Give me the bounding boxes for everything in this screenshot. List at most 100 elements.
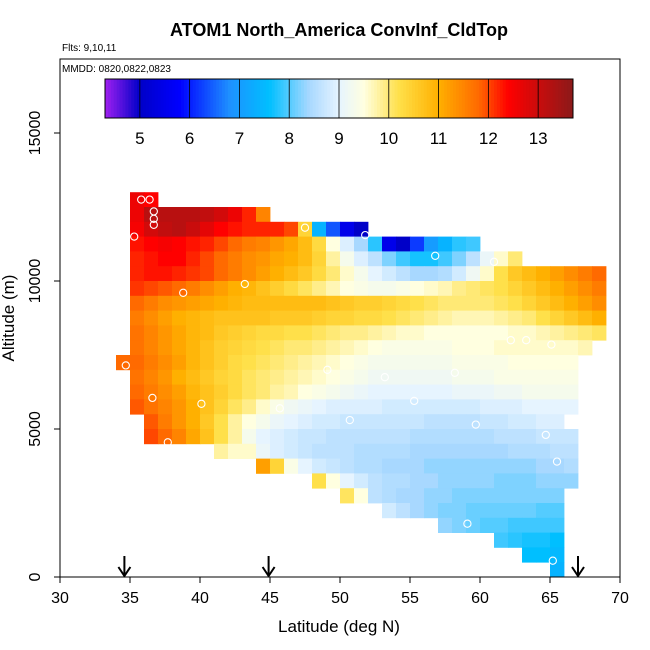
- colorbar-swatch: [277, 79, 281, 118]
- heatmap-cell: [354, 340, 369, 356]
- colorbar-swatch: [485, 79, 489, 118]
- heatmap-cell: [172, 384, 187, 400]
- heatmap-cell: [480, 340, 495, 356]
- heatmap-cell: [452, 310, 467, 326]
- colorbar-swatch: [216, 79, 220, 118]
- heatmap-cell: [186, 236, 201, 252]
- heatmap-cell: [130, 340, 145, 356]
- colorbar-swatch: [537, 79, 542, 118]
- heatmap-cell: [368, 340, 383, 356]
- x-tick-label: 30: [51, 590, 69, 607]
- heatmap-cell: [326, 251, 341, 267]
- heatmap-cell: [410, 414, 425, 430]
- heatmap-cell: [256, 458, 271, 474]
- heatmap-cell: [312, 429, 327, 445]
- colorbar-swatch: [499, 79, 504, 118]
- heatmap-cell: [508, 295, 523, 311]
- heatmap-cell: [340, 458, 355, 474]
- colorbar-swatch: [330, 79, 334, 118]
- heatmap-cell: [438, 355, 453, 371]
- heatmap-cell: [270, 221, 285, 237]
- colorbar-tick-label: 7: [235, 129, 244, 148]
- colorbar-swatch: [374, 79, 378, 118]
- colorbar-swatch: [403, 79, 407, 118]
- colorbar-swatch: [134, 79, 138, 118]
- heatmap-cell: [396, 236, 411, 252]
- heatmap-cell: [368, 310, 383, 326]
- heatmap-cell: [452, 340, 467, 356]
- flight-point: [361, 230, 370, 240]
- heatmap-cell: [480, 488, 495, 504]
- colorbar-swatch: [224, 79, 229, 118]
- heatmap-cell: [256, 399, 271, 415]
- heatmap-cell: [200, 414, 215, 430]
- colorbar-swatch: [292, 79, 296, 118]
- heatmap-cell: [424, 503, 439, 519]
- heatmap-cell: [354, 281, 369, 297]
- heatmap-cell: [228, 295, 243, 311]
- colorbar-swatch: [154, 79, 159, 118]
- heatmap-cell: [172, 251, 187, 267]
- heatmap-cell: [214, 325, 229, 341]
- heatmap-cell: [228, 266, 243, 282]
- heatmap-cell: [354, 295, 369, 311]
- heatmap-cell: [396, 384, 411, 400]
- colorbar-tick-label: 9: [334, 129, 343, 148]
- heatmap-cell: [256, 443, 271, 459]
- heatmap-cell: [522, 429, 537, 445]
- x-tick-label: 70: [611, 590, 629, 607]
- heatmap-cell: [256, 295, 271, 311]
- colorbar-swatch: [526, 79, 530, 118]
- colorbar-swatch: [321, 79, 325, 118]
- heatmap-cell: [158, 295, 173, 311]
- heatmap-cell: [438, 399, 453, 415]
- colorbar-swatch: [306, 79, 311, 118]
- heatmap-cell: [466, 503, 481, 519]
- heatmap-cell: [494, 384, 509, 400]
- flight-point: [345, 415, 354, 425]
- heatmap-cell: [228, 369, 243, 385]
- colorbar-tick-label: 6: [185, 129, 194, 148]
- heatmap-cell: [312, 310, 327, 326]
- colorbar-swatch: [353, 79, 358, 118]
- colorbar-swatch: [447, 79, 451, 118]
- heatmap-cell: [340, 236, 355, 252]
- colorbar-swatch: [339, 79, 343, 118]
- colorbar-swatch: [532, 79, 536, 118]
- colorbar-swatch: [300, 79, 305, 118]
- heatmap-cell: [158, 236, 173, 252]
- heatmap-cell: [536, 399, 551, 415]
- heatmap-cell: [256, 325, 271, 341]
- heatmap-cell: [158, 325, 173, 341]
- heatmap-cell: [284, 355, 299, 371]
- heatmap-cell: [508, 473, 523, 489]
- heatmap-cell: [564, 369, 579, 385]
- heatmap-cell: [368, 399, 383, 415]
- heatmap-cell: [410, 325, 425, 341]
- heatmap-cell: [564, 429, 579, 445]
- heatmap-cell: [396, 429, 411, 445]
- colorbar-tick-label: 10: [379, 129, 398, 148]
- colorbar-swatch: [222, 79, 226, 118]
- heatmap-cell: [508, 458, 523, 474]
- heatmap-cell: [494, 281, 509, 297]
- heatmap-cell: [522, 488, 537, 504]
- colorbar-swatch: [125, 79, 129, 118]
- heatmap-cell: [396, 414, 411, 430]
- heatmap-cell: [452, 325, 467, 341]
- heatmap-cell: [312, 295, 327, 311]
- flight-point: [149, 220, 158, 229]
- heatmap-cell: [410, 384, 425, 400]
- colorbar-swatch: [543, 79, 548, 118]
- heatmap-cell: [172, 295, 187, 311]
- x-axis: 30 35 40 45 50 55 60 65 70: [51, 577, 629, 607]
- heatmap-cell: [298, 429, 313, 445]
- colorbar-swatch: [464, 79, 469, 118]
- heatmap-cell: [480, 295, 495, 311]
- heatmap-cell: [326, 369, 341, 385]
- heatmap-cell: [592, 281, 607, 297]
- heatmap-cell: [564, 266, 579, 282]
- colorbar-tick-label: 11: [430, 129, 448, 148]
- heatmap-cell: [452, 488, 467, 504]
- arrow-head: [571, 566, 585, 578]
